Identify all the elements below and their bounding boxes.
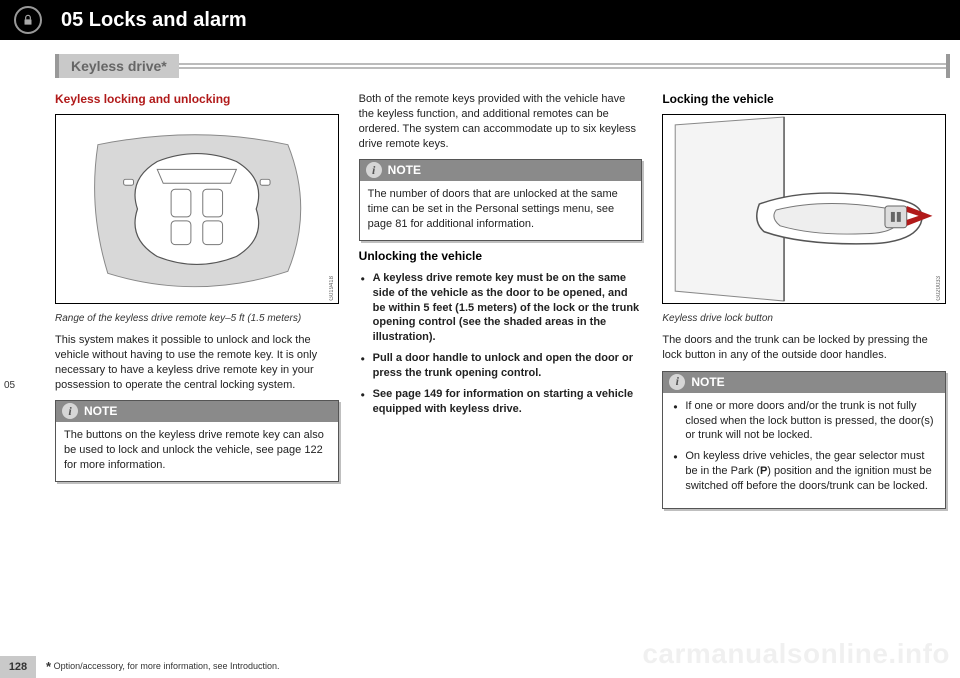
chapter-header-bar: 05 Locks and alarm <box>0 0 960 40</box>
col2-bullet-list: A keyless drive remote key must be on th… <box>359 271 643 423</box>
col3-caption: Keyless drive lock button <box>662 312 946 325</box>
list-item: See page 149 for information on starting… <box>359 387 643 417</box>
section-title: Keyless drive* <box>59 54 179 78</box>
col1-note-body: The buttons on the keyless drive remote … <box>56 422 338 481</box>
page-number-tab: 128 <box>0 656 36 678</box>
list-item: A keyless drive remote key must be on th… <box>359 271 643 345</box>
list-item-text: Pull a door handle to unlock and open th… <box>373 352 633 379</box>
column-2: Both of the remote keys provided with th… <box>359 92 643 650</box>
list-item: On keyless drive vehicles, the gear sele… <box>671 449 937 494</box>
info-icon: i <box>62 403 78 419</box>
col3-note-body: If one or more doors and/or the trunk is… <box>663 393 945 508</box>
info-icon: i <box>366 162 382 178</box>
content-area: Keyless locking and unlocking <box>55 92 946 650</box>
col1-heading: Keyless locking and unlocking <box>55 92 339 106</box>
note-header: i NOTE <box>360 160 642 181</box>
col1-caption: Range of the keyless drive remote key–5 … <box>55 312 339 325</box>
footer-text: Option/accessory, for more information, … <box>51 661 279 671</box>
info-icon: i <box>669 374 685 390</box>
col2-subheading: Unlocking the vehicle <box>359 249 643 263</box>
column-1: Keyless locking and unlocking <box>55 92 339 650</box>
footer-option-note: * Option/accessory, for more information… <box>46 659 280 674</box>
padlock-icon <box>14 6 42 34</box>
note-header: i NOTE <box>56 401 338 422</box>
list-item-text: A keyless drive remote key must be on th… <box>373 272 640 343</box>
column-3: Locking the vehicle <box>662 92 946 650</box>
col2-note-body: The number of doors that are unlocked at… <box>360 181 642 240</box>
list-item: Pull a door handle to unlock and open th… <box>359 351 643 381</box>
col1-note: i NOTE The buttons on the keyless drive … <box>55 400 339 482</box>
header-icon-wrap <box>0 6 55 34</box>
col3-para: The doors and the trunk can be locked by… <box>662 333 946 363</box>
chapter-title: 05 Locks and alarm <box>61 9 247 32</box>
note-label: NOTE <box>691 375 724 389</box>
chapter-number-tab: 05 <box>4 380 15 391</box>
col1-figure-id: G019418 <box>329 276 335 301</box>
note-label: NOTE <box>388 163 421 177</box>
section-notch-right <box>946 54 950 78</box>
note-label: NOTE <box>84 404 117 418</box>
note-header: i NOTE <box>663 372 945 393</box>
col3-heading: Locking the vehicle <box>662 92 946 106</box>
col1-figure: G019418 <box>55 114 339 304</box>
left-rail: 05 128 <box>0 40 44 678</box>
list-item-text: See page 149 for information on starting… <box>373 388 633 415</box>
section-rule <box>179 63 946 69</box>
col2-intro: Both of the remote keys provided with th… <box>359 92 643 151</box>
col1-para: This system makes it possible to unlock … <box>55 333 339 392</box>
section-title-row: Keyless drive* <box>55 54 950 78</box>
col3-note: i NOTE If one or more doors and/or the t… <box>662 371 946 509</box>
col3-figure-id: G020033 <box>936 276 942 301</box>
col3-figure: G020033 <box>662 114 946 304</box>
col2-note: i NOTE The number of doors that are unlo… <box>359 159 643 241</box>
list-item: If one or more doors and/or the trunk is… <box>671 399 937 444</box>
